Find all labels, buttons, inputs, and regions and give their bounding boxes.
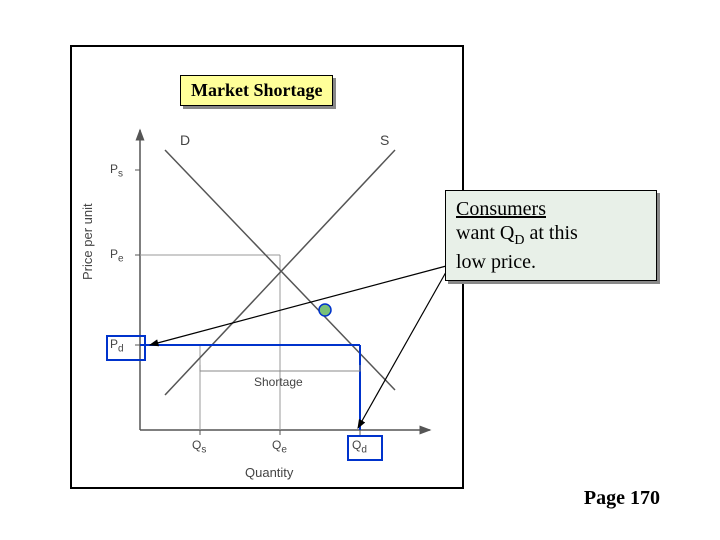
price-tick-label: Pe [110, 247, 124, 264]
price-tick-label: Pd [110, 337, 124, 354]
callout-line2-suffix: at this [524, 222, 577, 244]
callout-line3: low price. [456, 251, 536, 273]
qty-tick-label: Qd [352, 438, 367, 455]
callout-underlined: Consumers [456, 198, 546, 220]
qty-tick-label: Qs [192, 438, 206, 455]
supply-label: S [380, 132, 389, 148]
qty-tick-label: Qe [272, 438, 287, 455]
price-tick-label: Ps [110, 162, 123, 179]
consumer-callout: Consumers want QD at this low price. [445, 190, 657, 281]
callout-line2-sub: D [514, 233, 524, 248]
callout-line2-prefix: want Q [456, 222, 514, 244]
shortage-label: Shortage [254, 375, 303, 389]
demand-label: D [180, 132, 190, 148]
chart-title: Market Shortage [180, 75, 333, 106]
